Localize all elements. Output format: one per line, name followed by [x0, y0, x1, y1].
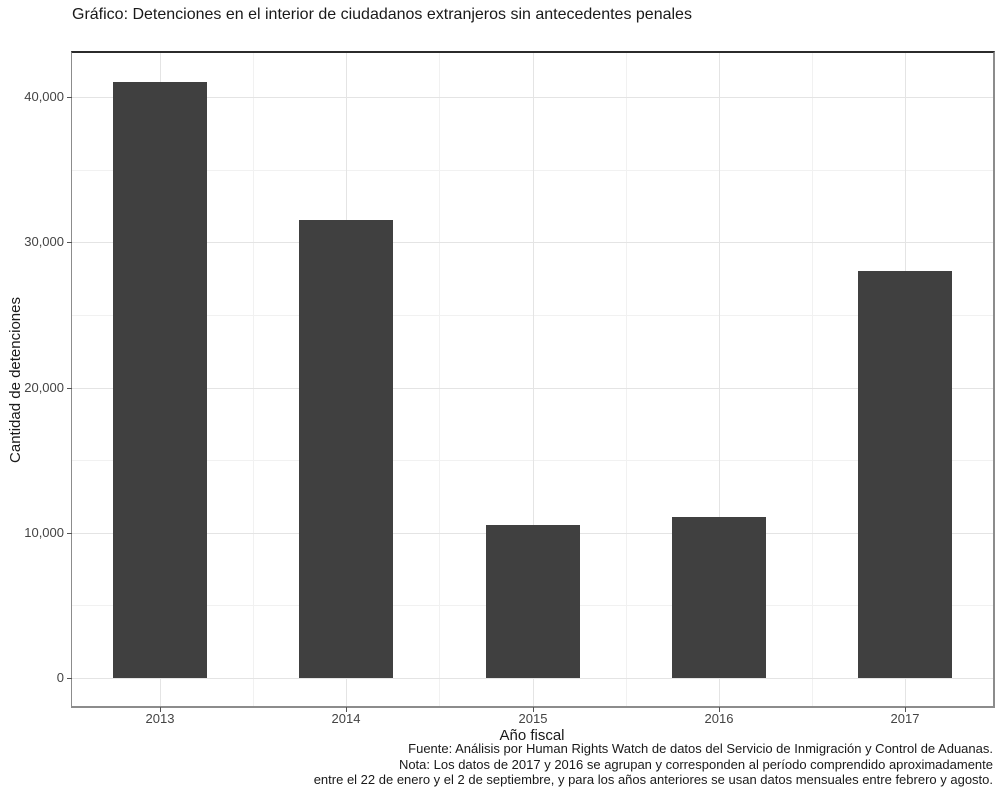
plot-panel: [71, 51, 995, 708]
chart-title: Gráfico: Detenciones en el interior de c…: [72, 6, 692, 23]
y-tick-mark: [67, 533, 72, 534]
gridline-minor-v: [253, 53, 254, 706]
caption-line-fuente: Fuente: Análisis por Human Rights Watch …: [408, 741, 993, 756]
gridline-major-h: [72, 388, 993, 389]
x-tick-label: 2015: [518, 711, 548, 726]
gridline-major-v: [533, 53, 534, 706]
gridline-minor-v: [812, 53, 813, 706]
gridline-minor-v: [626, 53, 627, 706]
x-tick-label: 2013: [145, 711, 175, 726]
y-tick-mark: [67, 242, 72, 243]
x-tick-mark: [346, 707, 347, 712]
caption-line-nota-cont: entre el 22 de enero y el 2 de septiembr…: [313, 772, 993, 788]
y-tick-label: 0: [56, 670, 64, 685]
y-tick-mark: [67, 97, 72, 98]
x-tick-mark: [719, 707, 720, 712]
bar-2016: [672, 517, 766, 678]
x-tick-label: 2014: [331, 711, 361, 726]
x-axis-title: Año fiscal: [499, 727, 565, 744]
x-tick-label: 2017: [890, 711, 920, 726]
bar-2013: [113, 82, 207, 678]
source-note: Fuente: Análisis por Human Rights Watch …: [314, 741, 993, 788]
y-tick-label: 40,000: [24, 89, 64, 104]
bar-2014: [299, 220, 393, 678]
gridline-minor-h: [72, 460, 993, 461]
gridline-major-h: [72, 242, 993, 243]
y-tick-label: 30,000: [24, 234, 64, 249]
gridline-minor-h: [72, 170, 993, 171]
gridline-major-h: [72, 97, 993, 98]
x-tick-label: 2016: [704, 711, 734, 726]
y-tick-label: 10,000: [24, 525, 64, 540]
x-tick-mark: [905, 707, 906, 712]
y-axis-title: Cantidad de detenciones: [7, 297, 24, 463]
bar-2017: [858, 271, 952, 678]
y-tick-label: 20,000: [24, 380, 64, 395]
gridline-major-v: [719, 53, 720, 706]
gridline-major-h: [72, 678, 993, 679]
gridline-minor-h: [72, 315, 993, 316]
gridline-minor-v: [439, 53, 440, 706]
y-tick-mark: [67, 388, 72, 389]
y-tick-mark: [67, 678, 72, 679]
caption-line-nota: Nota: Los datos de 2017 y 2016 se agrupa…: [398, 756, 993, 772]
bar-2015: [486, 525, 580, 678]
x-tick-mark: [160, 707, 161, 712]
x-tick-mark: [533, 707, 534, 712]
